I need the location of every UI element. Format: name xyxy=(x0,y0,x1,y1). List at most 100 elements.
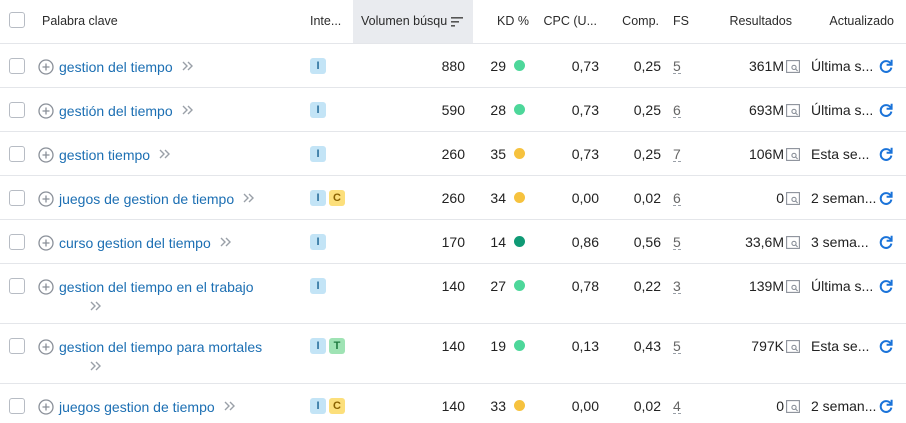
checkbox-box[interactable] xyxy=(9,11,25,28)
cpc-value: 0,00 xyxy=(539,175,607,220)
intent-badge: I xyxy=(310,101,326,118)
kd-cell: 29 xyxy=(473,43,539,88)
fs-value[interactable]: 5 xyxy=(673,57,681,74)
row-checkbox[interactable] xyxy=(9,397,25,414)
row-checkbox[interactable] xyxy=(9,277,25,294)
row-checkbox[interactable] xyxy=(9,145,25,162)
volume-value: 140 xyxy=(353,323,473,384)
comp-value: 0,25 xyxy=(607,131,669,176)
serp-preview-icon[interactable] xyxy=(786,399,800,416)
fs-cell: 5 xyxy=(669,219,720,264)
fs-value[interactable]: 7 xyxy=(673,145,681,162)
fs-value[interactable]: 6 xyxy=(673,101,681,118)
row-checkbox[interactable] xyxy=(9,233,25,250)
column-header-volume[interactable]: Volumen búsqu xyxy=(353,0,473,44)
add-plus-icon[interactable] xyxy=(38,102,54,119)
volume-value: 260 xyxy=(353,175,473,220)
intent-badge: I xyxy=(310,233,326,250)
intent-badge: I xyxy=(310,277,326,294)
cpc-value: 0,73 xyxy=(539,43,607,88)
column-header-comp[interactable]: Comp. xyxy=(607,0,669,44)
column-header-updated[interactable]: Actualizado xyxy=(806,0,906,44)
serp-preview-icon[interactable] xyxy=(786,191,800,208)
results-cell: 33,6M xyxy=(720,219,806,264)
double-chevron-icon[interactable] xyxy=(224,398,236,413)
fs-value[interactable]: 4 xyxy=(673,397,681,414)
double-chevron-icon[interactable] xyxy=(68,298,254,313)
row-checkbox[interactable] xyxy=(9,337,25,354)
kd-value: 19 xyxy=(490,337,506,354)
refresh-icon[interactable] xyxy=(878,278,894,297)
add-plus-icon[interactable] xyxy=(38,338,54,355)
double-chevron-icon[interactable] xyxy=(68,358,262,373)
row-checkbox[interactable] xyxy=(9,57,25,74)
refresh-icon[interactable] xyxy=(878,58,894,77)
add-plus-icon[interactable] xyxy=(38,398,54,415)
fs-value[interactable]: 5 xyxy=(673,337,681,354)
add-plus-icon[interactable] xyxy=(38,234,54,251)
keyword-link[interactable]: curso gestion del tiempo xyxy=(59,234,211,251)
sort-descending-icon[interactable] xyxy=(451,16,463,30)
add-plus-icon[interactable] xyxy=(38,190,54,207)
fs-value[interactable]: 5 xyxy=(673,233,681,250)
cpc-value: 0,86 xyxy=(539,219,607,264)
kd-value: 28 xyxy=(490,101,506,118)
keyword-link[interactable]: gestion del tiempo xyxy=(59,58,173,75)
double-chevron-icon[interactable] xyxy=(182,58,194,73)
row-checkbox-cell[interactable] xyxy=(0,263,34,324)
row-checkbox-cell[interactable] xyxy=(0,131,34,176)
serp-preview-icon[interactable] xyxy=(786,59,800,76)
updated-value: 2 seman... xyxy=(811,189,877,206)
keyword-link[interactable]: juegos de gestion de tiempo xyxy=(59,190,235,207)
row-checkbox-cell[interactable] xyxy=(0,43,34,88)
table-row: gestion del tiempo en el trabajo I 140 2… xyxy=(0,263,906,324)
serp-preview-icon[interactable] xyxy=(786,339,800,356)
keyword-link[interactable]: gestion del tiempo en el trabajo xyxy=(59,278,254,295)
row-checkbox[interactable] xyxy=(9,189,25,206)
refresh-icon[interactable] xyxy=(878,338,894,357)
double-chevron-icon[interactable] xyxy=(220,234,232,249)
keyword-link[interactable]: gestion del tiempo para mortales xyxy=(59,338,263,355)
column-header-cpc[interactable]: CPC (U... xyxy=(539,0,607,44)
serp-preview-icon[interactable] xyxy=(786,103,800,120)
fs-value[interactable]: 6 xyxy=(673,189,681,206)
row-checkbox-cell[interactable] xyxy=(0,323,34,384)
row-checkbox-cell[interactable] xyxy=(0,175,34,220)
results-cell: 0 xyxy=(720,383,806,423)
keyword-link[interactable]: gestión del tiempo xyxy=(59,102,173,119)
comp-value: 0,25 xyxy=(607,87,669,132)
row-checkbox-cell[interactable] xyxy=(0,383,34,423)
kd-value: 27 xyxy=(490,277,506,294)
serp-preview-icon[interactable] xyxy=(786,235,800,252)
row-checkbox-cell[interactable] xyxy=(0,87,34,132)
fs-value[interactable]: 3 xyxy=(673,277,681,294)
double-chevron-icon[interactable] xyxy=(159,146,171,161)
refresh-icon[interactable] xyxy=(878,398,894,417)
double-chevron-icon[interactable] xyxy=(243,190,255,205)
select-all-checkbox[interactable] xyxy=(0,0,34,44)
column-header-results[interactable]: Resultados xyxy=(720,0,806,44)
keyword-cell: gestion tiempo xyxy=(34,131,306,176)
volume-value: 140 xyxy=(353,383,473,423)
serp-preview-icon[interactable] xyxy=(786,147,800,164)
refresh-icon[interactable] xyxy=(878,102,894,121)
add-plus-icon[interactable] xyxy=(38,58,54,75)
volume-value: 170 xyxy=(353,219,473,264)
column-header-kd[interactable]: KD % xyxy=(473,0,539,44)
column-header-keyword[interactable]: Palabra clave xyxy=(34,0,306,44)
refresh-icon[interactable] xyxy=(878,146,894,165)
serp-preview-icon[interactable] xyxy=(786,279,800,296)
refresh-icon[interactable] xyxy=(878,234,894,253)
row-checkbox[interactable] xyxy=(9,101,25,118)
row-checkbox-cell[interactable] xyxy=(0,219,34,264)
add-plus-icon[interactable] xyxy=(38,278,54,295)
kd-difficulty-dot xyxy=(514,339,525,351)
add-plus-icon[interactable] xyxy=(38,146,54,163)
double-chevron-icon[interactable] xyxy=(182,102,194,117)
column-header-fs[interactable]: FS xyxy=(669,0,720,44)
keyword-link[interactable]: juegos gestion de tiempo xyxy=(59,398,215,415)
column-header-intent[interactable]: Inte... xyxy=(306,0,353,44)
keyword-link[interactable]: gestion tiempo xyxy=(59,146,151,163)
results-cell: 361M xyxy=(720,43,806,88)
refresh-icon[interactable] xyxy=(878,190,894,209)
